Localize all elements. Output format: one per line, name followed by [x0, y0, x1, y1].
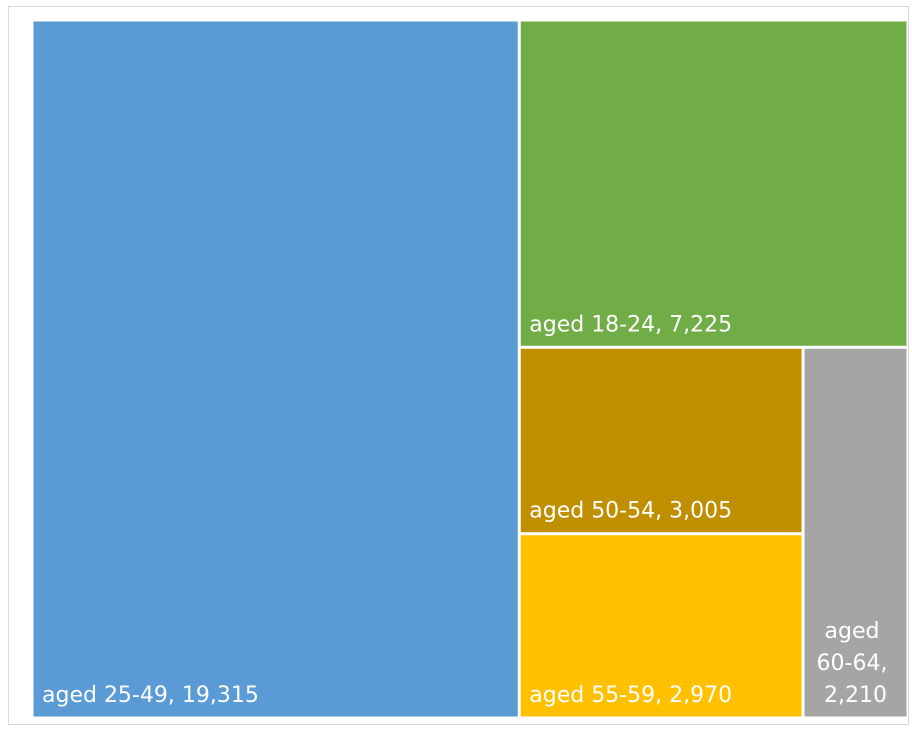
tile-label: aged 25-49, 19,315 [42, 683, 259, 708]
tile [520, 348, 802, 533]
tile [33, 21, 518, 717]
tile-label-line: aged [825, 619, 887, 644]
tile [520, 535, 802, 717]
tile-label-line: 2,210 [824, 683, 887, 708]
tile-label-line: 60-64, [817, 651, 895, 676]
tile-label: aged 18-24, 7,225 [529, 312, 732, 337]
tile [804, 348, 907, 717]
tile-label: aged 60-64, 2,210 [817, 619, 895, 708]
tile [520, 21, 907, 346]
tile-label: aged 55-59, 2,970 [529, 683, 732, 708]
tile-label: aged 50-54, 3,005 [529, 499, 732, 524]
